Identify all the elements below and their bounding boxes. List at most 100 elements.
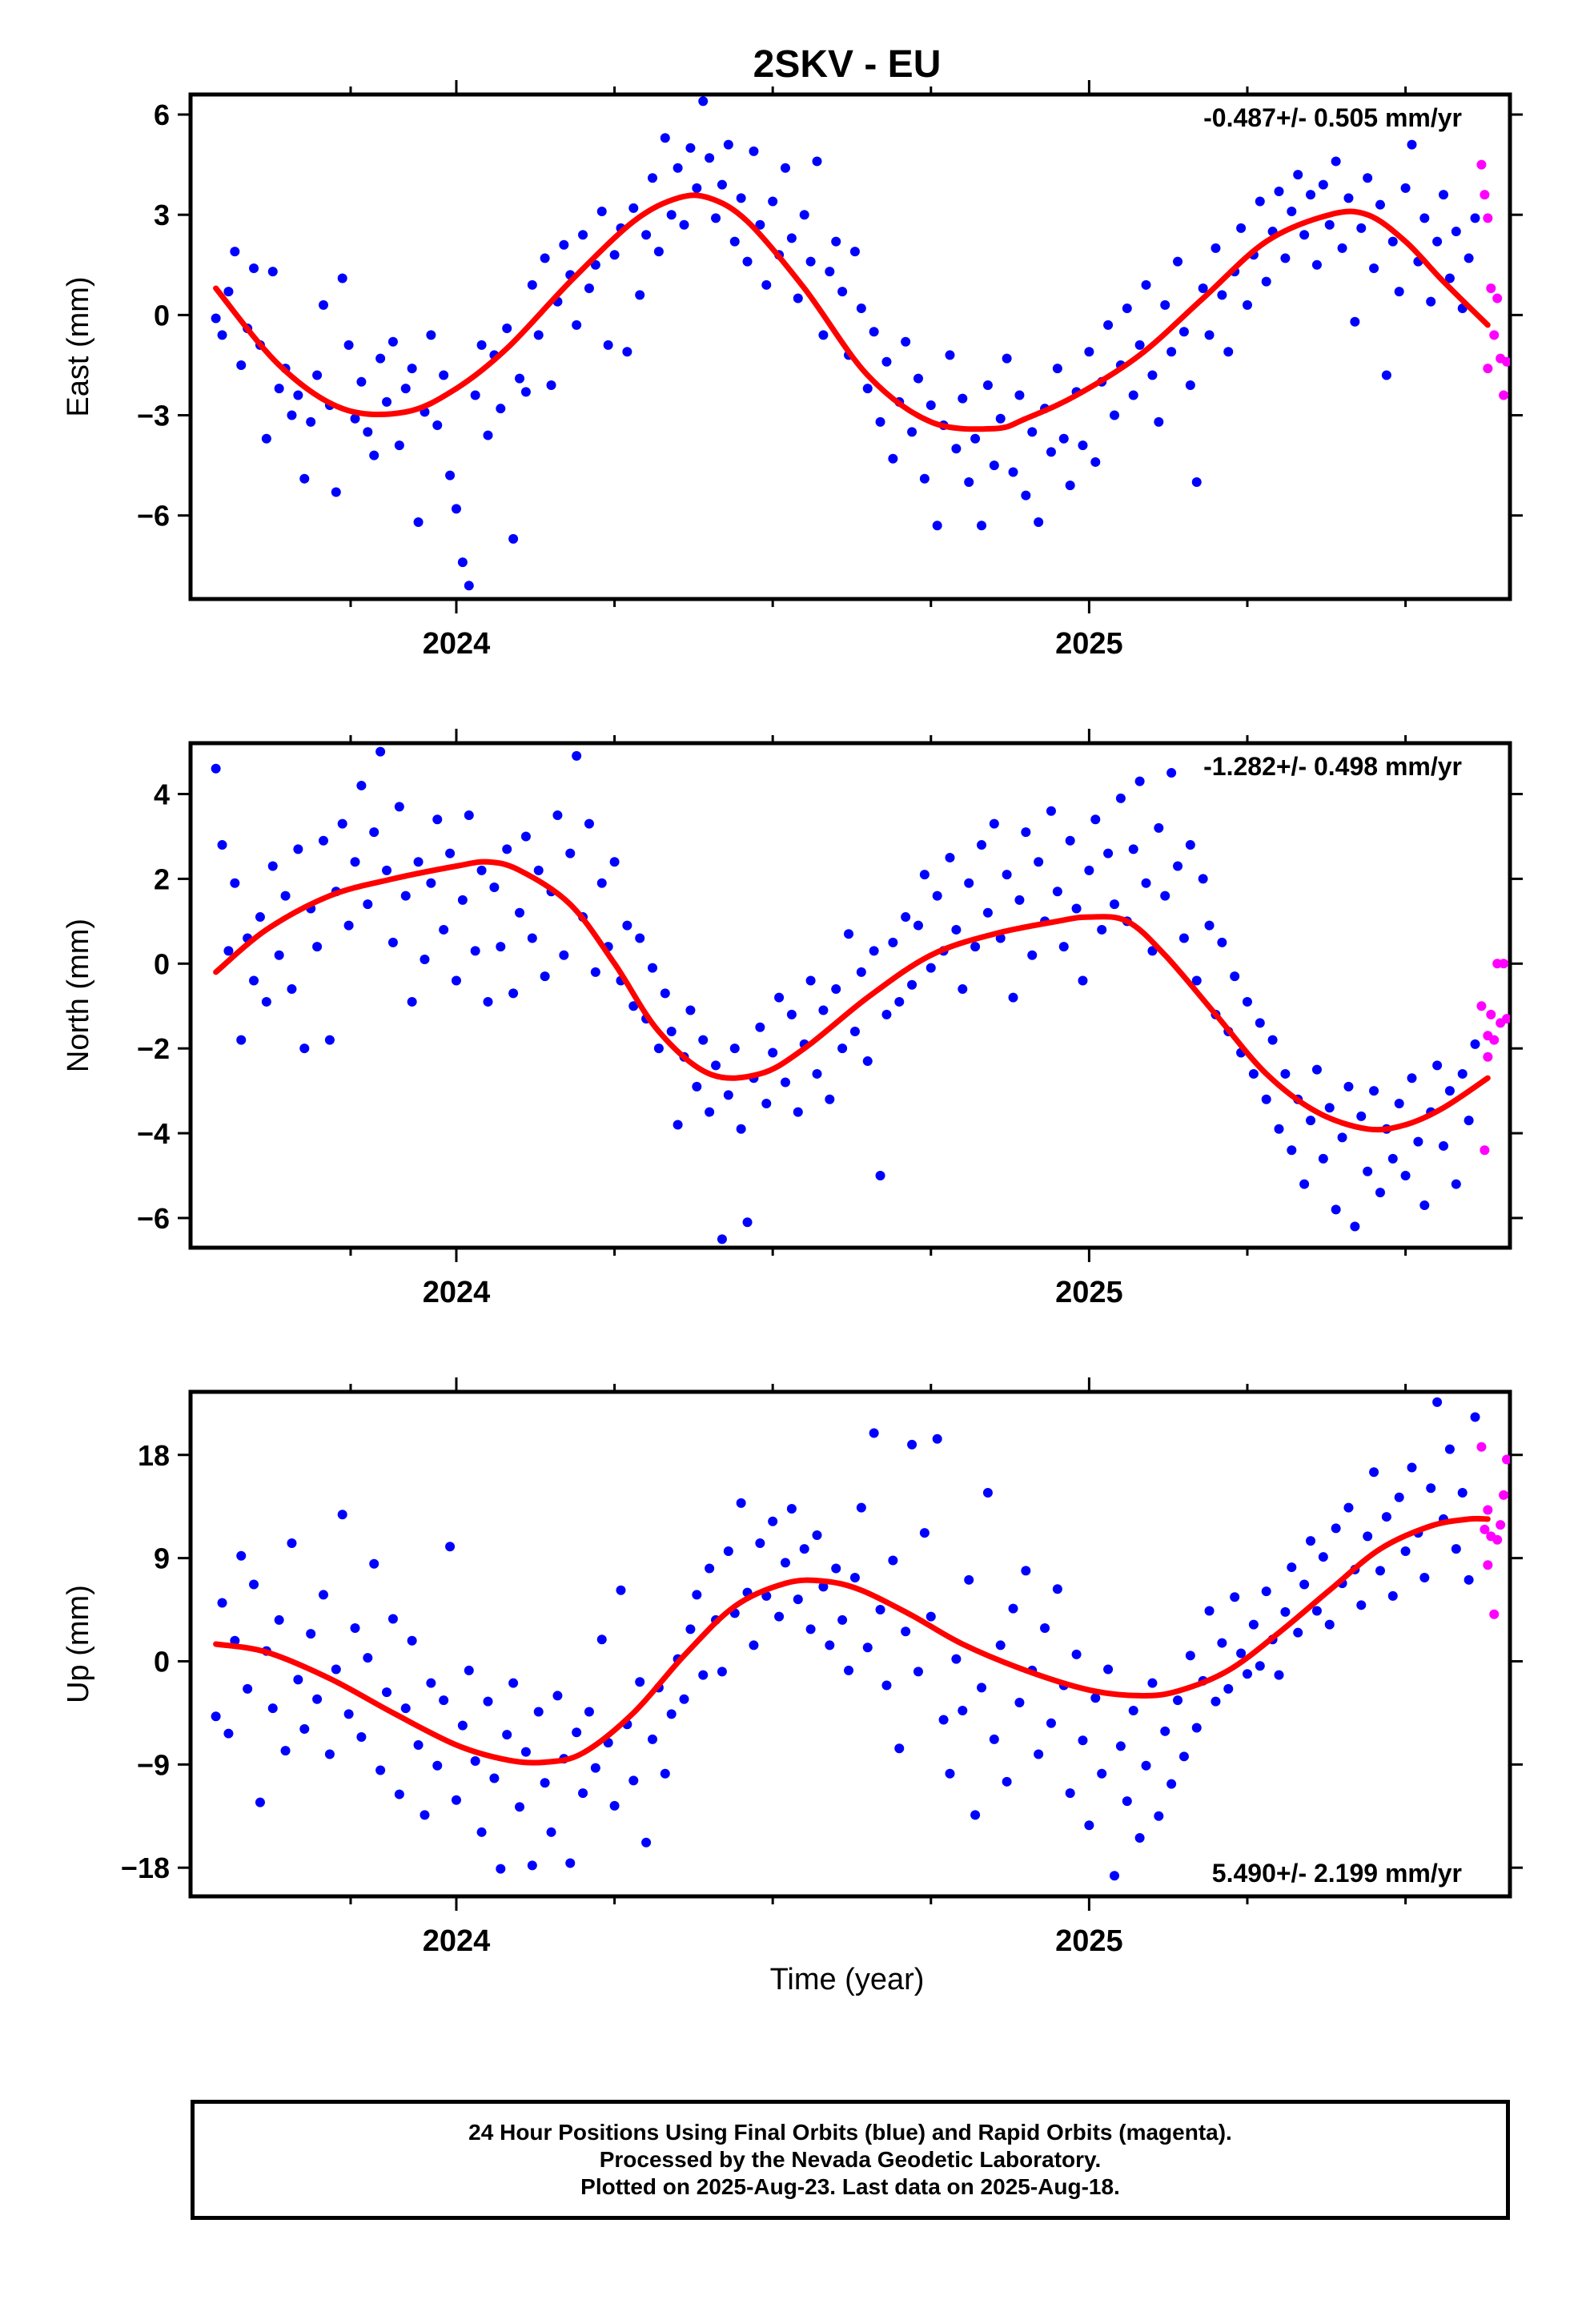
final-orbit-point [293, 390, 303, 400]
final-orbit-point [439, 1695, 449, 1706]
rapid-orbit-point [1483, 1560, 1493, 1570]
final-orbit-point [888, 937, 898, 947]
y-tick-label: −18 [121, 1852, 170, 1884]
final-orbit-point [274, 950, 284, 960]
final-orbit-point [596, 878, 607, 888]
final-orbit-point [223, 1728, 234, 1739]
final-orbit-point [1407, 1462, 1417, 1473]
y-tick-label: 0 [154, 299, 170, 332]
final-orbit-point [445, 470, 456, 480]
final-orbit-point [1457, 1488, 1468, 1498]
final-orbit-point [666, 1709, 677, 1719]
final-orbit-point [464, 810, 474, 820]
y-tick-label: 2 [154, 862, 170, 895]
final-orbit-point [844, 929, 854, 939]
rapid-orbit-point [1502, 1014, 1510, 1024]
final-orbit-point [572, 1727, 582, 1738]
y-tick-label: −9 [137, 1748, 170, 1781]
final-orbit-point [331, 1664, 341, 1675]
final-orbit-point [1103, 848, 1114, 858]
final-orbit-point [685, 1624, 696, 1634]
final-orbit-point [1154, 1811, 1164, 1821]
final-orbit-point [387, 336, 398, 347]
final-orbit-point [261, 433, 271, 444]
final-orbit-point [609, 250, 620, 260]
final-orbit-point [584, 283, 594, 293]
final-orbit-point [831, 984, 841, 995]
final-orbit-point [1242, 996, 1252, 1007]
final-orbit-point [1375, 1188, 1385, 1198]
final-orbit-point [274, 384, 284, 394]
final-orbit-point [1407, 139, 1417, 150]
final-orbit-point [1103, 320, 1114, 330]
final-orbit-point [907, 1439, 917, 1449]
final-orbit-point [337, 818, 347, 829]
final-orbit-point [407, 996, 417, 1007]
final-orbit-point [1065, 480, 1075, 491]
final-orbit-point [1451, 227, 1461, 237]
final-orbit-point [901, 1626, 911, 1637]
final-orbit-point [1311, 1064, 1322, 1075]
final-orbit-point [565, 848, 576, 858]
final-orbit-point [1400, 1171, 1411, 1180]
final-orbit-point [919, 473, 930, 484]
final-orbit-point [774, 992, 785, 1003]
final-orbit-point [1223, 1683, 1234, 1694]
y-axis-label: Up (mm) [62, 1585, 95, 1703]
final-orbit-point [1387, 236, 1398, 247]
final-orbit-point [413, 517, 424, 528]
final-orbit-point [635, 933, 645, 943]
final-orbit-point [1134, 776, 1145, 786]
final-orbit-point [1090, 1693, 1101, 1703]
final-orbit-point [483, 1696, 493, 1707]
final-orbit-point [679, 219, 689, 230]
final-orbit-point [1021, 1566, 1031, 1576]
final-orbit-point [1065, 1788, 1075, 1799]
final-orbit-point [1299, 1179, 1310, 1189]
final-orbit-point [236, 360, 247, 370]
final-orbit-point [1426, 1483, 1436, 1494]
final-orbit-point [565, 1858, 576, 1868]
rapid-orbit-point [1492, 1534, 1503, 1545]
final-orbit-point [736, 193, 746, 203]
final-orbit-point [698, 1035, 709, 1045]
final-orbit-point [350, 413, 360, 424]
final-orbit-point [1400, 1546, 1411, 1557]
final-orbit-point [432, 1760, 443, 1771]
final-orbit-point [786, 1009, 797, 1019]
final-orbit-point [673, 1120, 683, 1130]
final-orbit-point [1217, 290, 1227, 300]
final-orbit-point [331, 487, 341, 497]
y-tick-label: −4 [137, 1117, 170, 1150]
final-orbit-point [350, 857, 360, 867]
final-orbit-point [901, 336, 911, 347]
caption-line-2: Processed by the Nevada Geodetic Laborat… [599, 2147, 1102, 2172]
final-orbit-point [919, 1528, 930, 1538]
final-orbit-point [230, 247, 240, 257]
final-orbit-point [742, 256, 753, 267]
final-orbit-point [299, 1043, 310, 1054]
final-orbit-point [363, 1653, 373, 1663]
final-orbit-point [628, 1001, 639, 1011]
final-orbit-point [692, 1081, 702, 1092]
rapid-orbit-point [1489, 1609, 1500, 1619]
final-orbit-point [641, 1837, 652, 1848]
final-orbit-point [1027, 950, 1038, 960]
final-orbit-point [723, 1546, 733, 1557]
final-orbit-point [1090, 456, 1101, 467]
final-orbit-point [805, 1624, 816, 1634]
final-orbit-point [755, 1022, 765, 1032]
final-orbit-point [945, 852, 955, 862]
final-orbit-point [755, 1538, 765, 1548]
final-orbit-point [400, 384, 411, 394]
y-tick-label: −6 [137, 1202, 170, 1235]
final-orbit-point [647, 1734, 657, 1744]
rapid-orbit-point [1499, 1490, 1509, 1500]
final-orbit-point [742, 1217, 753, 1228]
final-orbit-point [287, 1538, 297, 1548]
final-orbit-point [394, 440, 404, 451]
final-orbit-point [540, 1778, 550, 1788]
final-orbit-point [1261, 1094, 1271, 1104]
final-orbit-point [533, 865, 544, 875]
final-orbit-point [1109, 1871, 1119, 1881]
